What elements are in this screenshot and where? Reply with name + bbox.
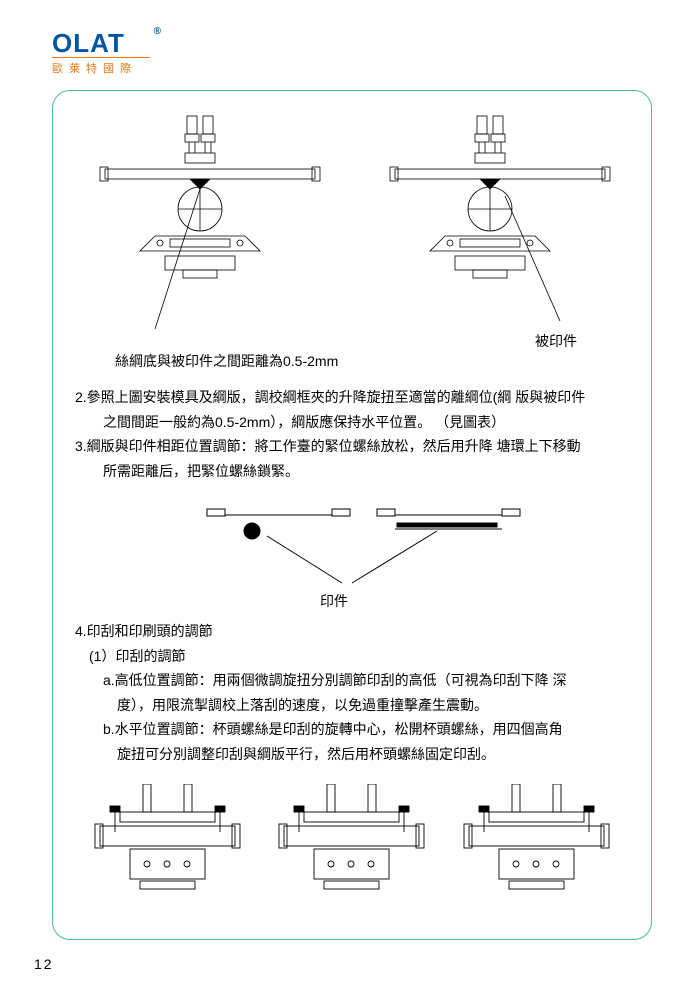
s4-a1b: 度），用限流掣調校上落刮的速度，以免過重撞擊產生震動。 (75, 693, 629, 718)
s4-b1: b.水平位置調節：杯頭螺絲是印刮的旋轉中心，松開杯頭螺絲，用四個高角 (75, 717, 629, 742)
p2-line1: 2.參照上圖安裝模具及綱版，調校綱框夾的升降旋扭至適當的離綱位(綱 版與被印件 (75, 385, 629, 410)
diagram-right (385, 111, 615, 331)
page-number: 12 (34, 956, 54, 972)
paragraph-2-3: 2.參照上圖安裝模具及綱版，調校綱框夾的升降旋扭至適當的離綱位(綱 版與被印件 … (75, 385, 629, 483)
figure2-label: 印件 (320, 591, 348, 611)
head-assembly-1 (85, 784, 250, 899)
s4-a1: a.高低位置調節：用兩個微調旋扭分別調節印刮的高低（可視為印刮下降 深 (75, 668, 629, 693)
logo-text: OLAT ® (52, 28, 150, 59)
logo-registered: ® (154, 26, 162, 37)
s4-sub1: (1）印刮的調節 (75, 644, 629, 669)
logo-subtitle: 歐萊特國際 (52, 57, 150, 76)
p3-line2: 所需距離后，把緊位螺絲鎖緊。 (75, 459, 629, 484)
section-4: 4.印刮和印刷頭的調節 (1）印刮的調節 a.高低位置調節：用兩個微調旋扭分別調… (75, 619, 629, 766)
head-assembly-2 (269, 784, 434, 899)
s4-b1b: 旋扭可分別調整印刮與綱版平行，然后用杯頭螺絲固定印刮。 (75, 742, 629, 767)
figure1-caption-left: 絲綱底與被印件之間距離為0.5-2mm (115, 351, 338, 371)
s4-title: 4.印刮和印刷頭的調節 (75, 619, 629, 644)
diagram-left (95, 111, 325, 331)
p2-line2: 之間間距一般約為0.5-2mm），綱版應保持水平位置。 （見圖表） (75, 410, 629, 435)
logo-main-text: OLAT (52, 28, 125, 58)
figure-row-2: 印件 (75, 501, 629, 611)
figure-row-3 (75, 784, 629, 904)
logo: OLAT ® 歐萊特國際 (52, 28, 150, 76)
p3-line1: 3.綱版與印件相距位置調節：將工作臺的緊位螺絲放松，然后用升降 塘環上下移動 (75, 434, 629, 459)
content-frame: 絲綱底與被印件之間距離為0.5-2mm 被印件 2.參照上圖安裝模具及綱版，調校… (52, 90, 652, 940)
figure-row-1: 絲綱底與被印件之間距離為0.5-2mm 被印件 (75, 111, 629, 371)
figure1-caption-right: 被印件 (535, 331, 577, 351)
diagram-item (77, 501, 627, 591)
head-assembly-3 (454, 784, 619, 899)
